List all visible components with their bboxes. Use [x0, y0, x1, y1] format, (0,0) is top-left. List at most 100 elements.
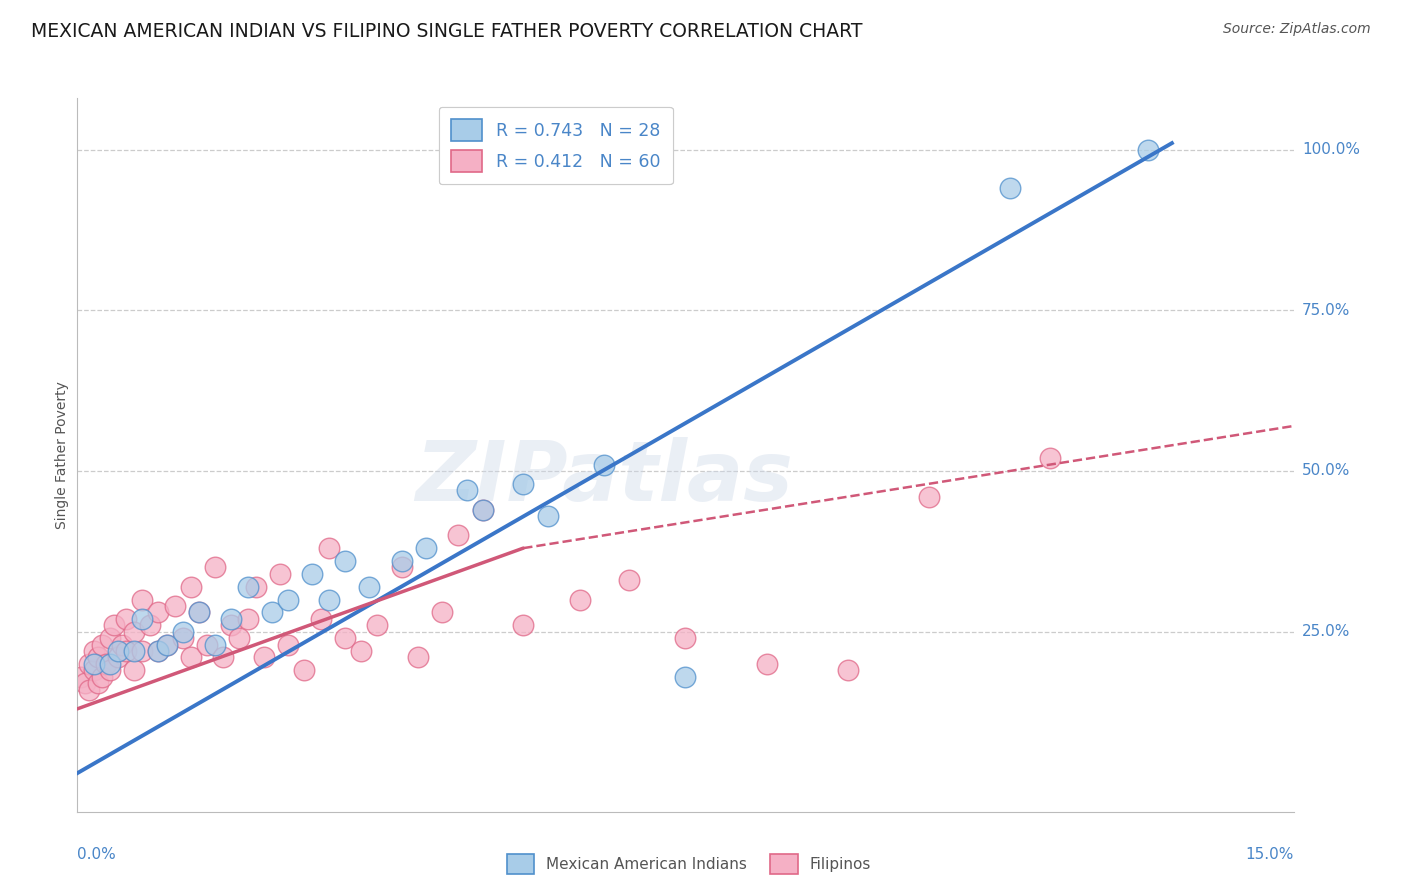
Point: [155, 638, 177, 652]
Point: [593, 458, 616, 472]
Point: [155, 638, 177, 652]
Point: [430, 606, 453, 620]
Point: [309, 612, 332, 626]
Point: [236, 580, 259, 594]
Point: [1039, 451, 1062, 466]
Legend: R = 0.743   N = 28, R = 0.412   N = 60: R = 0.743 N = 28, R = 0.412 N = 60: [439, 107, 672, 185]
Point: [245, 580, 267, 594]
Point: [277, 592, 299, 607]
Point: [172, 631, 194, 645]
Point: [471, 502, 494, 516]
Point: [148, 644, 170, 658]
Point: [79, 657, 101, 671]
Point: [172, 624, 194, 639]
Point: [333, 631, 356, 645]
Point: [260, 606, 283, 620]
Point: [269, 566, 291, 581]
Point: [98, 657, 121, 671]
Point: [107, 650, 129, 665]
Point: [675, 631, 697, 645]
Point: [350, 644, 373, 658]
Point: [148, 606, 170, 620]
Point: [180, 580, 202, 594]
Text: 0.0%: 0.0%: [77, 847, 117, 862]
Point: [755, 657, 778, 671]
Point: [148, 644, 170, 658]
Text: 15.0%: 15.0%: [1246, 847, 1294, 862]
Point: [391, 554, 413, 568]
Point: [204, 560, 226, 574]
Point: [675, 670, 697, 684]
Point: [617, 574, 640, 588]
Point: [406, 650, 429, 665]
Text: MEXICAN AMERICAN INDIAN VS FILIPINO SINGLE FATHER POVERTY CORRELATION CHART: MEXICAN AMERICAN INDIAN VS FILIPINO SING…: [31, 22, 862, 41]
Point: [228, 631, 250, 645]
Point: [115, 612, 138, 626]
Point: [188, 606, 211, 620]
Point: [471, 502, 494, 516]
Point: [107, 644, 129, 658]
Point: [333, 554, 356, 568]
Point: [318, 592, 340, 607]
Text: 100.0%: 100.0%: [1302, 142, 1360, 157]
Point: [447, 528, 470, 542]
Point: [86, 650, 108, 665]
Point: [918, 490, 941, 504]
Point: [536, 508, 558, 523]
Point: [131, 592, 153, 607]
Text: Source: ZipAtlas.com: Source: ZipAtlas.com: [1223, 22, 1371, 37]
Point: [163, 599, 186, 613]
Point: [70, 670, 93, 684]
Point: [122, 624, 145, 639]
Point: [83, 644, 105, 658]
Text: 75.0%: 75.0%: [1302, 302, 1350, 318]
Point: [83, 657, 105, 671]
Point: [115, 644, 138, 658]
Point: [998, 181, 1021, 195]
Point: [98, 663, 121, 677]
Point: [212, 650, 235, 665]
Point: [204, 638, 226, 652]
Point: [1136, 143, 1159, 157]
Point: [122, 644, 145, 658]
Legend: Mexican American Indians, Filipinos: Mexican American Indians, Filipinos: [501, 848, 877, 880]
Point: [188, 606, 211, 620]
Point: [98, 631, 121, 645]
Text: 25.0%: 25.0%: [1302, 624, 1350, 640]
Point: [180, 650, 202, 665]
Point: [318, 541, 340, 556]
Point: [359, 580, 381, 594]
Point: [90, 638, 112, 652]
Point: [391, 560, 413, 574]
Point: [103, 618, 125, 632]
Point: [94, 657, 117, 671]
Point: [837, 663, 859, 677]
Point: [366, 618, 388, 632]
Y-axis label: Single Father Poverty: Single Father Poverty: [55, 381, 69, 529]
Point: [236, 612, 259, 626]
Point: [569, 592, 592, 607]
Point: [131, 612, 153, 626]
Text: 50.0%: 50.0%: [1302, 464, 1350, 478]
Point: [111, 638, 134, 652]
Point: [122, 663, 145, 677]
Point: [253, 650, 276, 665]
Point: [456, 483, 478, 498]
Point: [139, 618, 162, 632]
Point: [86, 676, 108, 690]
Point: [90, 670, 112, 684]
Point: [75, 676, 97, 690]
Point: [221, 612, 243, 626]
Point: [131, 644, 153, 658]
Point: [292, 663, 315, 677]
Point: [512, 618, 534, 632]
Point: [221, 618, 243, 632]
Text: ZIPatlas: ZIPatlas: [415, 437, 793, 518]
Point: [301, 566, 323, 581]
Point: [79, 682, 101, 697]
Point: [512, 476, 534, 491]
Point: [415, 541, 437, 556]
Point: [277, 638, 299, 652]
Point: [195, 638, 218, 652]
Point: [83, 663, 105, 677]
